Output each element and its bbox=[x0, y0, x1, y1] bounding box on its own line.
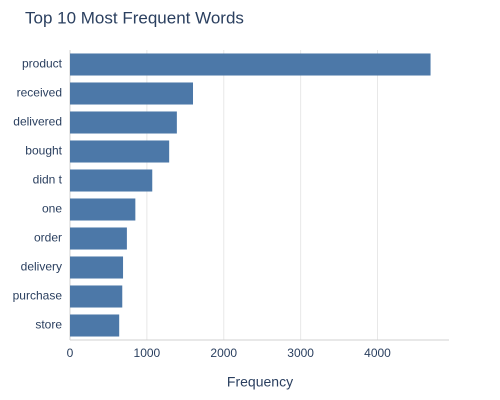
y-tick-label: didn t bbox=[33, 173, 63, 187]
bar bbox=[70, 227, 127, 250]
x-axis-title: Frequency bbox=[227, 374, 293, 390]
bar bbox=[70, 111, 177, 134]
y-tick-label: bought bbox=[25, 144, 62, 158]
y-tick-label: purchase bbox=[13, 289, 63, 303]
bar bbox=[70, 82, 194, 105]
x-tick-label: 0 bbox=[67, 346, 74, 360]
y-tick-label: one bbox=[42, 202, 62, 216]
bar bbox=[70, 140, 170, 163]
y-tick-label: delivered bbox=[13, 115, 62, 129]
bar bbox=[70, 169, 153, 192]
x-tick-label: 4000 bbox=[364, 346, 391, 360]
bar bbox=[70, 53, 431, 76]
bar bbox=[70, 198, 136, 221]
x-tick-label: 1000 bbox=[134, 346, 161, 360]
x-tick-label: 2000 bbox=[210, 346, 237, 360]
bar bbox=[70, 314, 120, 337]
y-tick-label: delivery bbox=[21, 260, 62, 274]
y-tick-label: store bbox=[35, 318, 62, 332]
bar bbox=[70, 256, 124, 279]
bar bbox=[70, 285, 123, 308]
chart-title: Top 10 Most Frequent Words bbox=[25, 8, 244, 27]
y-tick-label: order bbox=[34, 231, 62, 245]
x-tick-label: 3000 bbox=[287, 346, 314, 360]
y-tick-label: received bbox=[17, 86, 62, 100]
y-tick-label: product bbox=[22, 57, 63, 71]
